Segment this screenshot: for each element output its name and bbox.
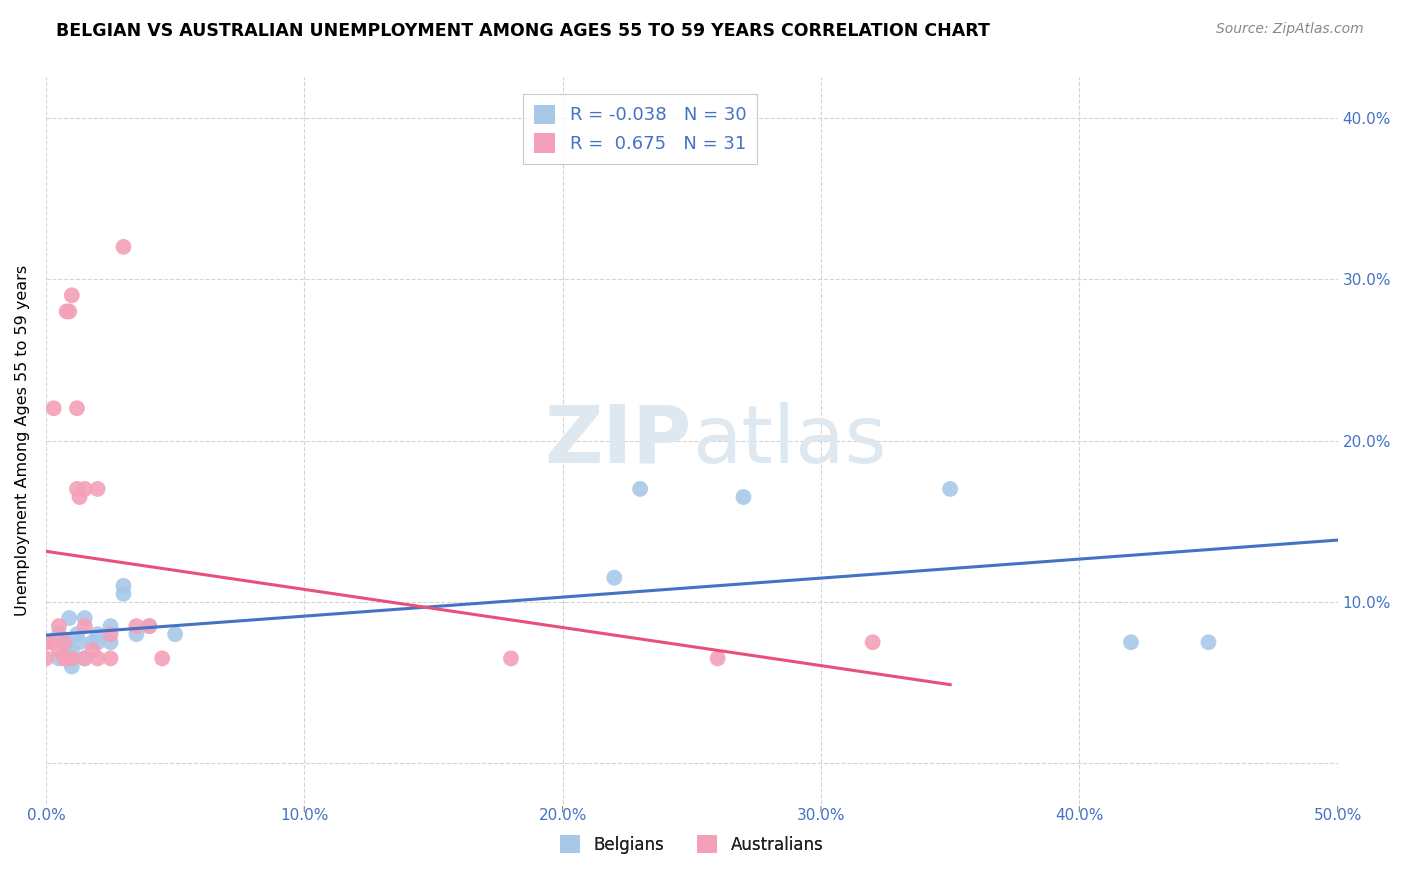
Point (66, 482, 89, 496)
Point (55, 304, 77, 318)
Text: ZIP: ZIP (544, 401, 692, 480)
Point (35, 635, 58, 649)
Point (628, 482, 651, 496)
Point (55, 651, 77, 665)
Point (48, 619, 70, 633)
Point (69, 490, 91, 504)
Point (603, 571, 626, 585)
Point (706, 651, 728, 665)
Point (1119, 635, 1142, 649)
Y-axis label: Unemployment Among Ages 55 to 59 years: Unemployment Among Ages 55 to 59 years (15, 265, 30, 616)
Point (73, 651, 96, 665)
Text: Source: ZipAtlas.com: Source: ZipAtlas.com (1216, 22, 1364, 37)
Point (53, 635, 76, 649)
Point (86, 635, 108, 649)
Point (1198, 635, 1220, 649)
Point (55, 643, 77, 657)
Point (112, 240, 135, 254)
Point (499, 651, 522, 665)
Text: BELGIAN VS AUSTRALIAN UNEMPLOYMENT AMONG AGES 55 TO 59 YEARS CORRELATION CHART: BELGIAN VS AUSTRALIAN UNEMPLOYMENT AMONG… (56, 22, 990, 40)
Point (939, 482, 962, 496)
Point (73, 482, 96, 496)
Point (60, 651, 83, 665)
Point (55, 635, 77, 649)
Point (100, 651, 122, 665)
Point (42, 401, 65, 416)
Point (73, 611, 96, 625)
Text: atlas: atlas (692, 401, 886, 480)
Point (733, 490, 755, 504)
Point (86, 482, 108, 496)
Legend: Belgians, Australians: Belgians, Australians (554, 829, 830, 861)
Point (862, 635, 884, 649)
Point (60, 651, 83, 665)
Point (138, 619, 160, 633)
Point (60, 643, 83, 657)
Point (73, 651, 96, 665)
Point (48, 651, 70, 665)
Point (86, 651, 108, 665)
Point (86, 627, 108, 641)
Point (35, 651, 58, 665)
Point (60, 288, 83, 302)
Point (48, 643, 70, 657)
Point (100, 635, 122, 649)
Point (53, 651, 76, 665)
Point (66, 627, 89, 641)
Point (73, 619, 96, 633)
Point (69, 635, 91, 649)
Point (58, 304, 80, 318)
Point (66, 401, 89, 416)
Point (138, 619, 160, 633)
Point (125, 619, 148, 633)
Point (35, 635, 58, 649)
Point (58, 611, 80, 625)
Point (165, 627, 187, 641)
Point (100, 627, 122, 641)
Point (112, 587, 135, 601)
Point (48, 627, 70, 641)
Point (100, 619, 122, 633)
Point (60, 659, 83, 673)
Point (125, 627, 148, 641)
Point (82, 643, 104, 657)
Point (112, 579, 135, 593)
Point (82, 635, 104, 649)
Point (150, 651, 173, 665)
Point (39, 635, 62, 649)
